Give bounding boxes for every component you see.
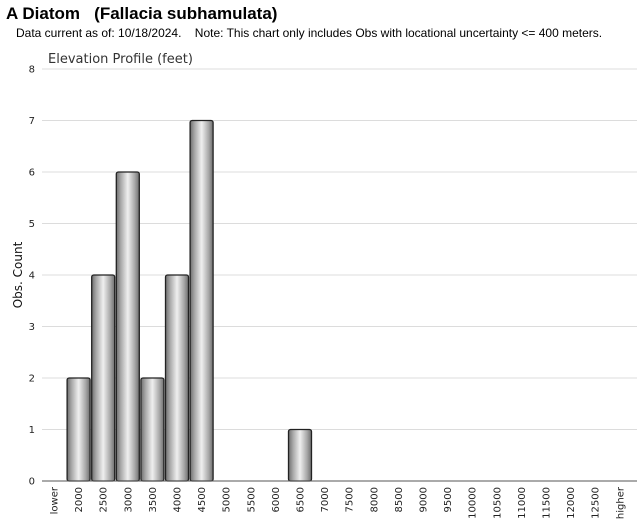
x-tick-label: 8000	[369, 487, 380, 512]
x-tick-label: 5000	[222, 487, 233, 512]
y-tick-label: 1	[29, 425, 35, 436]
x-tick-label: 12000	[566, 487, 577, 519]
y-tick-label: 0	[29, 477, 35, 488]
x-tick-label: 11000	[517, 487, 528, 519]
x-tick-label: 10000	[468, 487, 479, 519]
x-tick-label: 2000	[74, 487, 85, 512]
chart-header-note: Data current as of: 10/18/2024. Note: Th…	[16, 26, 602, 40]
species-common-name: A Diatom	[6, 4, 80, 23]
y-tick-label: 3	[29, 322, 35, 333]
x-tick-label: 9000	[419, 487, 430, 512]
bar-2000[interactable]	[66, 377, 91, 482]
y-tick-label: 8	[29, 65, 35, 76]
y-axis-label: Obs. Count	[11, 241, 25, 308]
bars	[66, 119, 313, 482]
x-tick-label: 3000	[123, 487, 134, 512]
bar-2500[interactable]	[91, 274, 116, 482]
x-tick-label: higher	[615, 486, 626, 519]
x-tick-label: 3500	[148, 487, 159, 512]
bar-4500[interactable]	[189, 119, 214, 482]
x-tick-label: 7000	[320, 487, 331, 512]
bar-6500[interactable]	[287, 428, 313, 482]
y-tick-label: 6	[29, 168, 35, 179]
x-tick-label: 2500	[99, 487, 110, 512]
x-tick-labels: lower 2000 2500 3000 3500 4000 4500 5000 5500 600…	[50, 486, 627, 519]
data-current-text: Data current as of: 10/18/2024.	[16, 26, 182, 40]
x-tick-label: 9500	[443, 487, 454, 512]
bar-3000[interactable]	[115, 171, 140, 482]
uncertainty-note: Note: This chart only includes Obs with …	[194, 26, 603, 40]
y-tick-label: 2	[29, 374, 35, 385]
x-tick-label: 7500	[345, 487, 356, 512]
chart-header-title: A Diatom (Fallacia subhamulata)	[6, 4, 277, 24]
x-tick-label: 6000	[271, 487, 282, 512]
x-tick-label: 5500	[246, 487, 257, 512]
x-tick-label: 11500	[542, 487, 553, 519]
y-tick-labels: 0 1 2 3 4 5 6 7 8	[29, 65, 35, 488]
x-tick-label: 4000	[173, 487, 184, 512]
bar-4000[interactable]	[164, 274, 190, 482]
x-tick-label: 12500	[591, 487, 602, 519]
x-tick-label: 4500	[197, 487, 208, 512]
x-tick-label: 10500	[492, 487, 503, 519]
x-tick-label: 6500	[296, 487, 307, 512]
bar-3500[interactable]	[140, 377, 165, 482]
chart-title: Elevation Profile (feet)	[48, 52, 193, 67]
x-tick-label: 8500	[394, 487, 405, 512]
y-tick-label: 7	[29, 116, 35, 127]
x-tick-label: lower	[50, 486, 61, 514]
y-tick-label: 4	[29, 271, 35, 282]
species-scientific-name: (Fallacia subhamulata)	[94, 4, 278, 23]
y-tick-label: 5	[29, 219, 35, 230]
